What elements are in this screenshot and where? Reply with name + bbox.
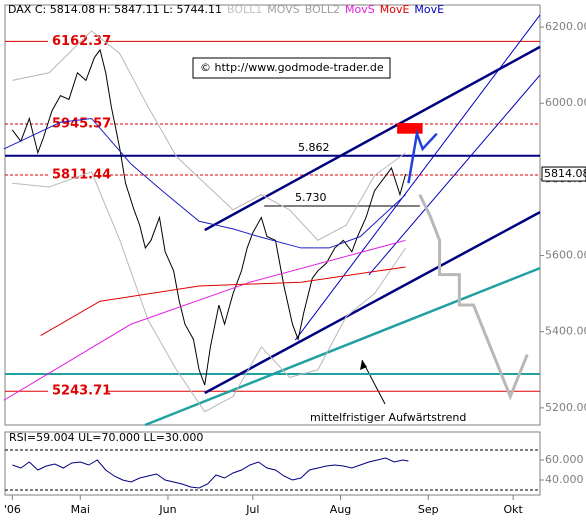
series-line	[12, 457, 409, 489]
header-item: MovS	[345, 3, 375, 16]
price-tag: 5814.08	[544, 167, 586, 180]
header-item: DAX C: 5814.08 H: 5847.11 L: 5744.11	[8, 3, 222, 16]
y-tick-label: 5400.00	[545, 325, 586, 338]
trendline	[294, 14, 541, 341]
level-label-bg	[48, 167, 106, 184]
trendline	[144, 266, 541, 427]
y-tick-label: 5600.00	[545, 249, 586, 262]
series-line	[3, 117, 406, 249]
trendline	[368, 74, 541, 276]
level-label: 5945.57	[52, 116, 111, 131]
price-tag-bg	[541, 166, 586, 182]
x-tick-label: Aug	[330, 503, 351, 516]
x-tick-label: Sep	[418, 503, 439, 516]
target-path	[407, 128, 438, 184]
header-item: BOLL1	[227, 3, 262, 16]
series-line	[12, 30, 406, 241]
trendline	[204, 45, 541, 232]
header-item: MOVS	[267, 3, 299, 16]
trend-annotation: mittelfristiger Aufwärtstrend	[310, 411, 466, 424]
header-item: MovE	[380, 3, 410, 16]
series-line	[3, 239, 406, 401]
y-tick-label: 40.000	[545, 473, 584, 486]
target-zone	[397, 123, 423, 134]
y-tick-label: 5200.00	[545, 401, 586, 414]
y-tick-label: 6200.00	[545, 20, 586, 33]
level-label-bg	[48, 383, 106, 400]
copyright: © http://www.godmode-trader.de	[200, 61, 384, 74]
header-item: MovE	[414, 3, 444, 16]
x-tick-label: Jun	[158, 503, 176, 516]
level-label: 5243.71	[52, 384, 111, 399]
series-line	[40, 266, 406, 336]
copyright-box	[192, 57, 391, 79]
series-line	[12, 171, 407, 413]
header-item: BOLL2	[305, 3, 340, 16]
marked-level-label: 5.862	[298, 141, 330, 154]
series-line	[11, 48, 407, 386]
rsi-panel	[4, 431, 541, 496]
y-tick-label: 6000.00	[545, 96, 586, 109]
level-label-bg	[48, 33, 106, 50]
x-tick-label: Okt	[503, 503, 523, 516]
level-label-bg	[48, 115, 106, 132]
x-tick-label: '06	[4, 503, 21, 516]
trendline	[204, 211, 541, 395]
price-panel	[4, 4, 541, 426]
y-tick-label: 60.000	[545, 453, 584, 466]
arrow-head	[360, 360, 367, 370]
x-tick-label: Jul	[245, 503, 259, 516]
marked-level-label: 5.730	[295, 191, 327, 204]
rsi-title: RSI=59.004 UL=70.000 LL=30.000	[9, 431, 203, 444]
projection	[418, 193, 529, 401]
x-tick-label: Mai	[71, 503, 90, 516]
